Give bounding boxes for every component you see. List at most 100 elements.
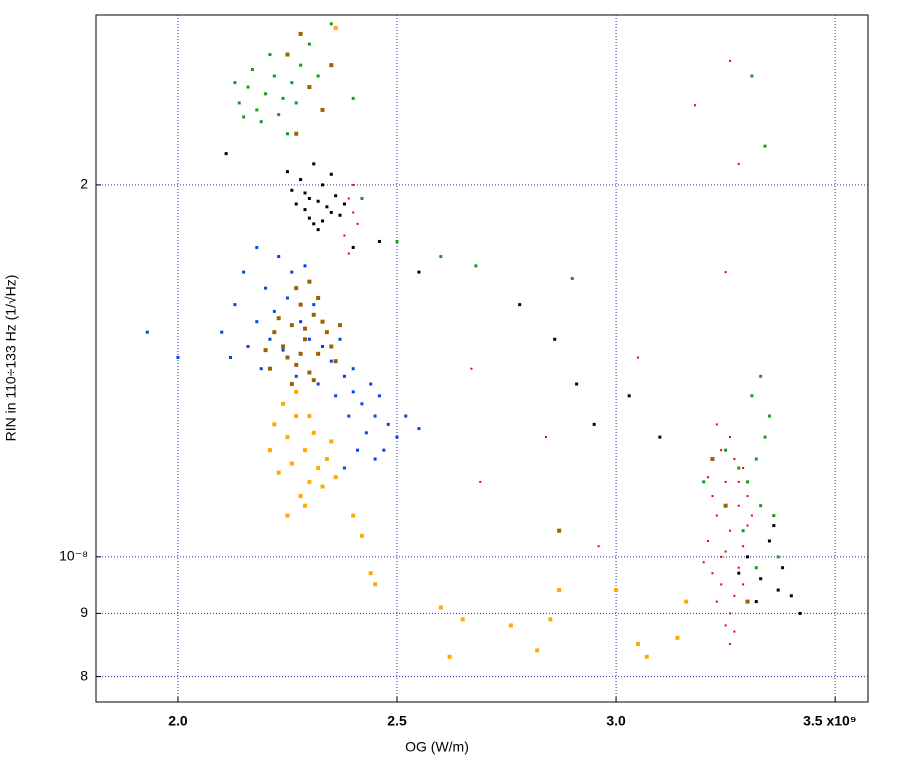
point (352, 211, 355, 214)
point (329, 172, 333, 176)
point (329, 63, 334, 68)
point (264, 92, 268, 96)
plot-frame (95, 14, 869, 703)
point (746, 480, 750, 484)
point (307, 196, 311, 200)
point (720, 449, 723, 452)
y-axis-label: RIN in 110÷133 Hz (1/√Hz) (3, 275, 19, 442)
point (342, 466, 346, 470)
point (733, 458, 736, 461)
point (644, 654, 649, 659)
point (342, 374, 346, 378)
point (334, 194, 338, 198)
point (715, 423, 718, 426)
point (294, 202, 298, 206)
point (356, 222, 359, 225)
point (312, 162, 316, 166)
point (289, 323, 294, 328)
point (395, 239, 399, 243)
point (316, 199, 320, 203)
point (307, 279, 312, 284)
point (285, 132, 289, 136)
point (272, 330, 277, 335)
point (294, 101, 298, 105)
point (285, 355, 290, 360)
point (290, 188, 294, 192)
point (347, 414, 351, 418)
point (303, 191, 307, 195)
point (264, 286, 268, 290)
point (728, 59, 731, 62)
point (242, 115, 246, 119)
point (635, 642, 640, 647)
point (715, 600, 718, 603)
point (246, 344, 250, 348)
point (373, 414, 377, 418)
point (728, 643, 731, 646)
point (553, 337, 557, 341)
point (377, 239, 381, 243)
point (272, 309, 276, 313)
point (324, 330, 329, 335)
point (255, 245, 259, 249)
point (702, 561, 705, 564)
point (307, 479, 312, 484)
point (281, 401, 286, 406)
point (707, 476, 710, 479)
point (281, 344, 286, 349)
point (276, 316, 281, 321)
point (299, 178, 303, 182)
point (737, 566, 740, 569)
point (351, 513, 356, 518)
point (324, 457, 329, 462)
point (658, 435, 662, 439)
point (333, 25, 338, 30)
point (321, 183, 325, 187)
point (720, 583, 723, 586)
point (272, 74, 276, 78)
point (255, 320, 259, 324)
point (570, 276, 574, 280)
point (294, 362, 299, 367)
point (557, 588, 562, 593)
point (359, 533, 364, 538)
point (746, 524, 749, 527)
point (742, 545, 745, 548)
point (447, 654, 452, 659)
point (737, 162, 740, 165)
point (316, 228, 320, 232)
point (711, 572, 714, 575)
point (742, 583, 745, 586)
point (299, 320, 303, 324)
point (356, 448, 360, 452)
point (715, 514, 718, 517)
point (268, 337, 272, 341)
point (302, 448, 307, 453)
point (224, 152, 228, 156)
point (798, 611, 802, 615)
point (268, 53, 272, 57)
point (294, 131, 299, 136)
point (329, 439, 334, 444)
point (229, 355, 233, 359)
point (316, 295, 321, 300)
point (724, 624, 727, 627)
point (759, 577, 763, 581)
point (233, 81, 237, 85)
point (781, 566, 785, 570)
point (474, 264, 478, 268)
point (285, 296, 289, 300)
point (750, 394, 754, 398)
point (311, 312, 316, 317)
point (373, 582, 378, 587)
y-tick-label: 9 (80, 604, 88, 620)
point (311, 378, 316, 383)
point (369, 382, 373, 386)
x-tick-label: 3.5 x10⁹ (803, 713, 856, 729)
point (338, 337, 342, 341)
point (470, 367, 473, 370)
point (290, 81, 294, 85)
point (711, 495, 714, 498)
point (298, 302, 303, 307)
point (220, 330, 224, 334)
